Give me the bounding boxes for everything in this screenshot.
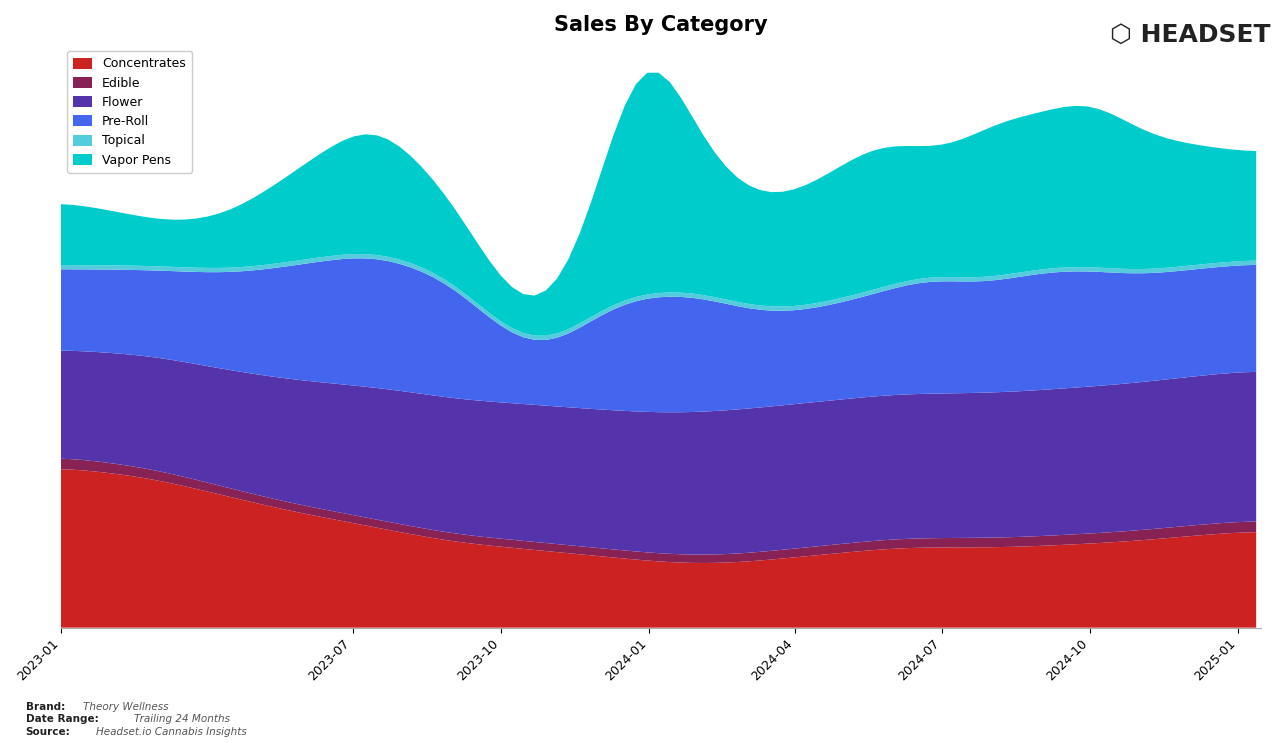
Text: Date Range:: Date Range:	[26, 714, 98, 724]
Title: Sales By Category: Sales By Category	[554, 15, 768, 35]
Text: Brand:: Brand:	[26, 701, 65, 712]
Text: Trailing 24 Months: Trailing 24 Months	[134, 714, 230, 724]
Text: ⬡ HEADSET: ⬡ HEADSET	[1110, 22, 1271, 46]
Text: Source:: Source:	[26, 727, 70, 737]
Legend: Concentrates, Edible, Flower, Pre-Roll, Topical, Vapor Pens: Concentrates, Edible, Flower, Pre-Roll, …	[68, 51, 193, 173]
Text: Theory Wellness: Theory Wellness	[83, 701, 168, 712]
Text: Headset.io Cannabis Insights: Headset.io Cannabis Insights	[96, 727, 246, 737]
